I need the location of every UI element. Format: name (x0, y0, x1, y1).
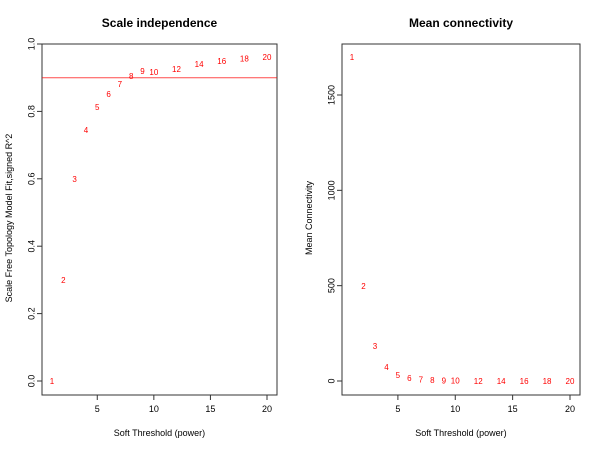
chart-title: Mean connectivity (409, 16, 513, 30)
point-label: 2 (361, 282, 366, 291)
x-tick-label: 20 (262, 404, 272, 414)
panel-1: Scale independence Soft Threshold (power)… (4, 16, 278, 438)
point-label: 16 (520, 377, 529, 386)
point-label: 1 (50, 377, 55, 386)
point-label: 9 (140, 67, 145, 76)
x-tick-label: 5 (395, 404, 400, 414)
point-label: 14 (195, 60, 204, 69)
y-tick-label: 0 (326, 378, 336, 383)
x-tick-label: 10 (149, 404, 159, 414)
y-axis-label: Scale Free Topology Model Fit,signed R^2 (4, 134, 14, 303)
point-label: 18 (240, 54, 249, 63)
point-label: 6 (407, 374, 412, 383)
point-label: 12 (474, 377, 483, 386)
point-label: 2 (61, 276, 66, 285)
point-label: 7 (118, 80, 123, 89)
point-label: 20 (566, 377, 575, 386)
point-label: 5 (95, 103, 100, 112)
point-label: 10 (451, 377, 460, 386)
point-label: 1 (350, 53, 355, 62)
point-label: 10 (149, 68, 158, 77)
point-label: 4 (384, 363, 389, 372)
point-label: 6 (106, 90, 111, 99)
point-label: 5 (396, 371, 401, 380)
point-label: 3 (373, 342, 378, 351)
plot-frame (341, 43, 581, 396)
point-label: 18 (543, 377, 552, 386)
point-label: 3 (72, 175, 77, 184)
point-label: 20 (263, 53, 272, 62)
y-tick-label: 1500 (326, 85, 336, 105)
y-tick-label: 500 (326, 278, 336, 293)
x-tick-label: 15 (205, 404, 215, 414)
x-tick-label: 15 (508, 404, 518, 414)
point-label: 12 (172, 65, 181, 74)
y-tick-label: 0.4 (26, 240, 36, 253)
point-label: 9 (442, 376, 447, 385)
point-label: 16 (217, 57, 226, 66)
point-label: 4 (84, 126, 89, 135)
y-tick-label: 0.6 (26, 173, 36, 186)
y-tick-label: 1.0 (26, 38, 36, 51)
x-tick-label: 5 (95, 404, 100, 414)
chart-title: Scale independence (102, 16, 218, 30)
y-tick-label: 0.8 (26, 105, 36, 118)
panel-2: Mean connectivity Soft Threshold (power) M… (304, 16, 581, 438)
plot-frame (41, 43, 278, 396)
point-label: 7 (419, 375, 424, 384)
y-tick-label: 0.2 (26, 307, 36, 320)
x-tick-label: 20 (565, 404, 575, 414)
point-label: 8 (430, 376, 435, 385)
x-axis-label: Soft Threshold (power) (415, 428, 506, 438)
point-label: 8 (129, 72, 134, 81)
y-tick-label: 0.0 (26, 375, 36, 388)
point-label: 14 (497, 377, 506, 386)
y-tick-label: 1000 (326, 180, 336, 200)
y-axis-label: Mean Connectivity (304, 180, 314, 255)
x-axis-label: Soft Threshold (power) (114, 428, 205, 438)
x-tick-label: 10 (450, 404, 460, 414)
